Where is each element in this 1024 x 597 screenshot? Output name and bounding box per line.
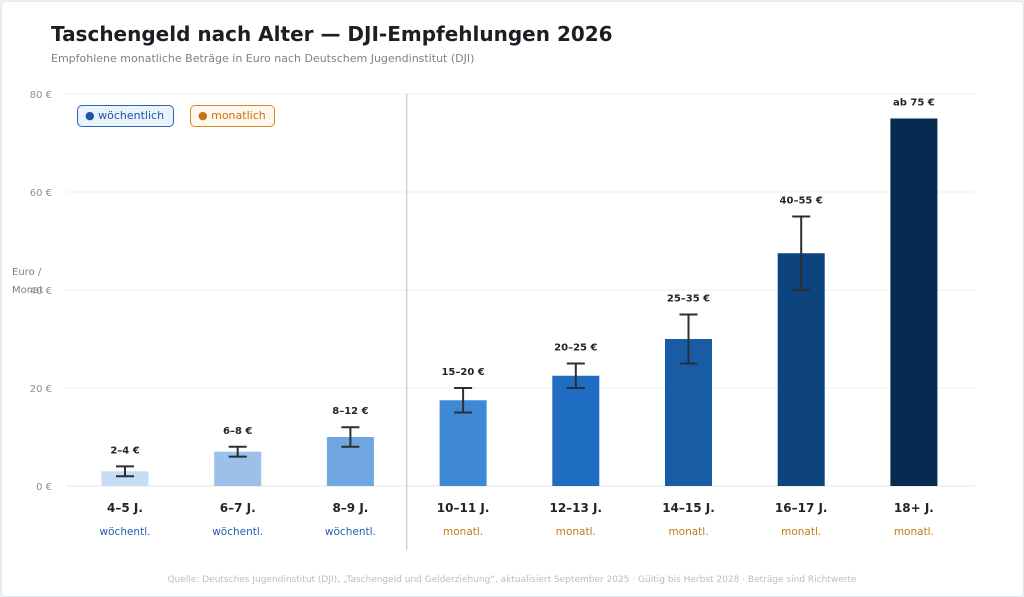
legend-weekly-dot-icon: ● xyxy=(85,109,95,122)
data-label: 25–35 € xyxy=(667,294,710,305)
data-label: 15–20 € xyxy=(441,367,484,378)
frequency-label: monatl. xyxy=(894,526,934,538)
y-tick-label: 80 € xyxy=(30,90,52,101)
bar xyxy=(890,118,938,486)
legend-weekly[interactable]: ● wöchentlich xyxy=(77,105,174,127)
legend-monthly-label: monatlich xyxy=(211,109,266,122)
x-tick-label: 16–17 J. xyxy=(775,501,828,515)
x-tick-label: 10–11 J. xyxy=(437,501,490,515)
legend-monthly[interactable]: ● monatlich xyxy=(190,105,275,127)
frequency-label: monatl. xyxy=(668,526,708,538)
y-axis-label: Euro / Monat xyxy=(12,267,44,296)
frequency-label: monatl. xyxy=(781,526,821,538)
x-tick-label: 6–7 J. xyxy=(220,501,256,515)
bar xyxy=(439,400,487,486)
frequency-label: wöchentl. xyxy=(212,526,263,538)
x-tick-label: 4–5 J. xyxy=(107,501,143,515)
frequency-label: wöchentl. xyxy=(100,526,151,538)
data-label: 2–4 € xyxy=(110,445,139,456)
y-tick-label: 20 € xyxy=(30,384,52,395)
chart-subtitle: Empfohlene monatliche Beträge in Euro na… xyxy=(51,52,475,65)
legend-monthly-dot-icon: ● xyxy=(198,109,208,122)
bar xyxy=(552,375,600,486)
footer-source: Quelle: Deutsches Jugendinstitut (DJI), … xyxy=(167,575,857,585)
chart-title: Taschengeld nach Alter — DJI-Empfehlunge… xyxy=(51,22,613,46)
x-tick-label: 12–13 J. xyxy=(549,501,602,515)
data-label: 8–12 € xyxy=(332,406,368,417)
frequency-label: wöchentl. xyxy=(325,526,376,538)
frequency-label: monatl. xyxy=(556,526,596,538)
legend-weekly-label: wöchentlich xyxy=(98,109,165,122)
x-tick-label: 14–15 J. xyxy=(662,501,715,515)
bar xyxy=(101,471,149,486)
y-tick-label: 40 € xyxy=(30,286,52,297)
x-tick-label: 8–9 J. xyxy=(332,501,368,515)
y-tick-label: 60 € xyxy=(30,188,52,199)
bar xyxy=(777,253,825,486)
data-label: 6–8 € xyxy=(223,426,252,437)
x-tick-label: 18+ J. xyxy=(894,501,934,515)
data-label: ab 75 € xyxy=(893,98,935,109)
data-label: 20–25 € xyxy=(554,343,597,354)
y-tick-label: 0 € xyxy=(36,482,52,493)
data-label: 40–55 € xyxy=(780,196,823,207)
frequency-label: monatl. xyxy=(443,526,483,538)
